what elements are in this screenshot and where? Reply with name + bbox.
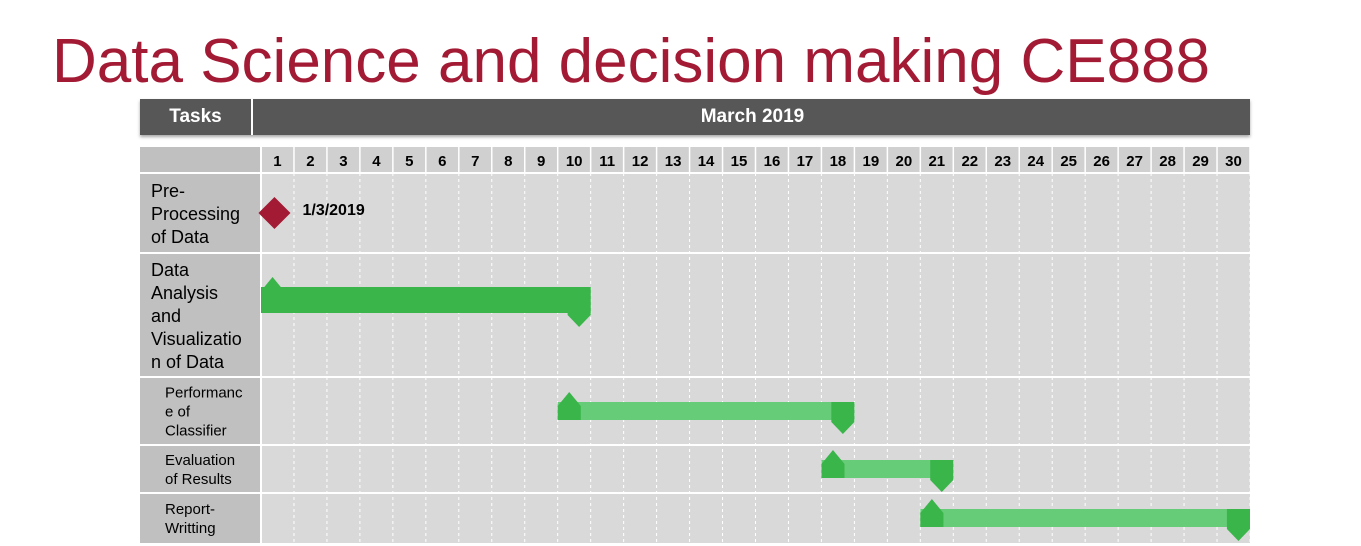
task-label: Pre-Processing of Data (151, 181, 240, 247)
task-end-marker (930, 460, 954, 492)
corner-cell (140, 147, 261, 173)
month-header-label: March 2019 (700, 106, 805, 127)
task-bar (261, 287, 591, 313)
task-end-marker (567, 287, 591, 327)
day-label: 1 (273, 153, 281, 170)
day-label: 18 (830, 153, 847, 170)
task-label: Data Analysis and Visualizatio n of Data (151, 260, 242, 372)
day-label: 2 (306, 153, 314, 170)
day-label: 6 (438, 153, 446, 170)
day-label: 22 (961, 153, 978, 170)
day-header-row (140, 147, 1250, 173)
day-label: 3 (339, 153, 347, 170)
day-label: 11 (599, 153, 615, 170)
milestone-marker (258, 197, 291, 229)
day-label: 17 (797, 153, 814, 170)
task-start-marker (557, 392, 581, 420)
day-label: 16 (764, 153, 781, 170)
task-label: Report-Writting (165, 501, 216, 537)
day-label: 7 (471, 153, 479, 170)
task-end-marker (1226, 509, 1250, 541)
task-label-column (140, 147, 261, 543)
day-label: 8 (504, 153, 512, 170)
day-label: 30 (1225, 153, 1242, 170)
task-start-marker (821, 450, 845, 478)
task-end-marker (831, 402, 855, 434)
day-label: 21 (928, 153, 945, 170)
task-start-marker (920, 499, 944, 527)
day-label: 29 (1192, 153, 1209, 170)
day-label: 13 (665, 153, 682, 170)
day-label: 23 (994, 153, 1011, 170)
gantt-header: Tasks March 2019 (140, 99, 1250, 135)
task-label: Evaluation of Results (165, 452, 235, 488)
task-bar (557, 402, 855, 420)
tasks-header-label: Tasks (140, 99, 253, 135)
day-label: 28 (1159, 153, 1176, 170)
task-label: Performanc e of Classifier (165, 385, 243, 440)
day-label: 10 (566, 153, 583, 170)
task-bar (821, 460, 954, 478)
day-label: 24 (1027, 153, 1044, 170)
day-label: 15 (731, 153, 748, 170)
day-label: 26 (1093, 153, 1110, 170)
day-label: 27 (1126, 153, 1143, 170)
day-label: 5 (405, 153, 413, 170)
task-start-marker (261, 277, 285, 313)
task-bar (920, 509, 1250, 527)
day-label: 14 (698, 153, 715, 170)
gantt-grid: 1 2 3 4 5 6 7 8 9 10 11 12 13 14 15 16 17 18 19 20 21 22 23 24 2… (140, 147, 1250, 543)
day-label: 4 (372, 153, 381, 170)
day-label: 9 (537, 153, 545, 170)
day-label: 25 (1060, 153, 1077, 170)
page-title: Data Science and decision making CE888 (52, 27, 1211, 96)
day-label: 12 (632, 153, 649, 170)
gantt-chart: 1 2 3 4 5 6 7 8 9 10 11 12 13 14 15 16 17 18 19 20 21 22 23 24 2… (140, 147, 1250, 543)
day-label: 19 (863, 153, 880, 170)
milestone-label: 1/3/2019 (302, 202, 364, 219)
day-label: 20 (896, 153, 913, 170)
